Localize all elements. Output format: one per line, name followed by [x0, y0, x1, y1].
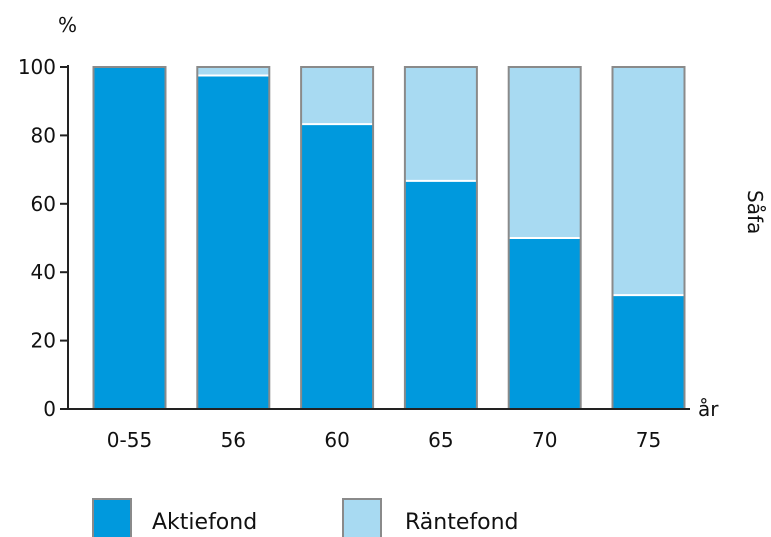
bar-aktiefond-56: [197, 75, 270, 410]
y-axis-unit-label: %: [58, 13, 77, 37]
x-tick-label: 56: [221, 428, 246, 452]
bar-rantefond-56: [197, 67, 270, 76]
bar-rantefond-75: [612, 67, 685, 296]
x-tick-label: 60: [324, 428, 349, 452]
bar-aktiefond-70: [508, 238, 581, 409]
legend-swatch-aktiefond: [92, 498, 132, 537]
bar-aktiefond-75: [612, 295, 685, 409]
legend-swatch-rantefond: [342, 498, 382, 537]
bar-aktiefond-65: [404, 180, 477, 409]
y-tick-label: 20: [31, 329, 56, 353]
bar-aktiefond-0-55: [93, 67, 166, 409]
legend-label-rantefond: Räntefond: [405, 510, 519, 535]
legend-label-aktiefond: Aktiefond: [152, 510, 257, 535]
y-tick-label: 60: [31, 192, 56, 216]
bar-aktiefond-60: [301, 124, 374, 409]
x-tick-label: 65: [428, 428, 453, 452]
y-tick-label: 0: [43, 397, 56, 421]
bar-rantefond-60: [301, 67, 374, 125]
x-tick-label: 70: [532, 428, 557, 452]
bar-rantefond-70: [508, 67, 581, 238]
y-tick-label: 40: [31, 260, 56, 284]
x-tick-label: 75: [636, 428, 661, 452]
x-axis-unit-label: år: [698, 397, 719, 421]
x-tick-label: 0-55: [107, 428, 152, 452]
y-tick-label: 100: [18, 55, 56, 79]
bar-rantefond-65: [404, 67, 477, 181]
side-label: Såfa: [743, 190, 767, 234]
y-tick-label: 80: [31, 123, 56, 147]
